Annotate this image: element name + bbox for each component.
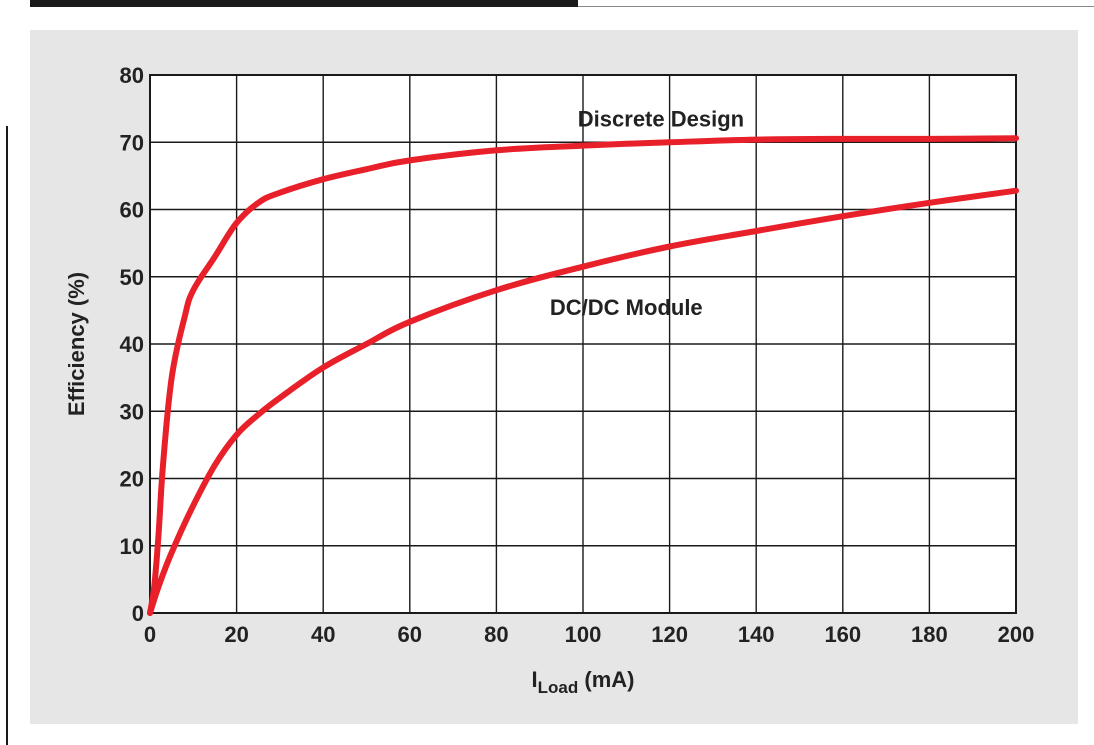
top-rule bbox=[30, 0, 578, 7]
x-axis-label: ILoad (mA) bbox=[532, 667, 635, 697]
y-tick-label: 20 bbox=[120, 467, 144, 492]
x-tick-label: 0 bbox=[144, 622, 156, 647]
x-axis-label-main: I bbox=[532, 667, 538, 692]
y-tick-label: 70 bbox=[120, 130, 144, 155]
series-line-1 bbox=[147, 187, 1019, 616]
annotation-label: Discrete Design bbox=[578, 107, 744, 132]
side-rule bbox=[6, 126, 8, 745]
plot-frame bbox=[149, 74, 1017, 614]
y-axis-label: Efficiency (%) bbox=[64, 272, 89, 416]
x-tick-label: 20 bbox=[224, 622, 248, 647]
x-axis-label-unit: (mA) bbox=[578, 667, 634, 692]
y-tick-labels: 0 10 20 30 40 50 60 70 80 bbox=[120, 63, 144, 626]
y-tick-label: 0 bbox=[132, 601, 144, 626]
x-tick-label: 40 bbox=[311, 622, 335, 647]
series-line-0 bbox=[147, 135, 1019, 616]
y-tick-label: 80 bbox=[120, 63, 144, 88]
x-tick-label: 120 bbox=[651, 622, 688, 647]
x-tick-label: 140 bbox=[738, 622, 775, 647]
grid-lines bbox=[149, 74, 1017, 614]
y-tick-label: 10 bbox=[120, 534, 144, 559]
y-tick-label: 40 bbox=[120, 332, 144, 357]
y-tick-label: 60 bbox=[120, 198, 144, 223]
x-tick-label: 180 bbox=[911, 622, 948, 647]
x-tick-label: 100 bbox=[565, 622, 602, 647]
series-lines bbox=[147, 135, 1019, 616]
x-tick-label: 60 bbox=[398, 622, 422, 647]
top-rule-thin bbox=[578, 6, 1094, 7]
y-tick-label: 50 bbox=[120, 265, 144, 290]
annotations: Discrete Design DC/DC Module bbox=[550, 107, 744, 320]
annotation-label: DC/DC Module bbox=[550, 295, 703, 320]
x-tick-label: 200 bbox=[998, 622, 1035, 647]
x-tick-labels: 0 20 40 60 80 100 120 140 160 180 200 bbox=[144, 622, 1034, 647]
x-axis-label-subscript: Load bbox=[538, 678, 579, 697]
x-tick-label: 160 bbox=[824, 622, 861, 647]
x-tick-label: 80 bbox=[484, 622, 508, 647]
y-tick-label: 30 bbox=[120, 399, 144, 424]
